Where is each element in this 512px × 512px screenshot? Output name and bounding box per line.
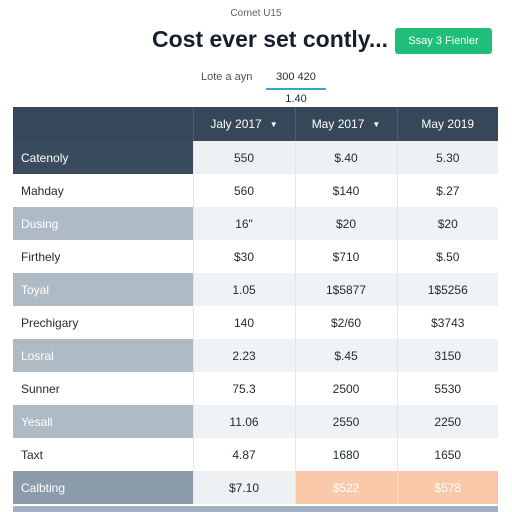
caret-down-icon[interactable]: ▼ — [269, 120, 278, 130]
table-row[interactable]: Sunner 75.3 2500 5530 — [13, 372, 498, 405]
table-cell: $.50 — [397, 240, 498, 273]
row-label: Losral — [13, 339, 194, 372]
table-cell: 3150 — [397, 339, 498, 372]
filter-label: Lote a ayn — [201, 71, 253, 83]
row-label: Calbting — [13, 471, 194, 504]
page-title: Cost ever set contly... — [152, 26, 389, 52]
table-cell: 4.87 — [193, 438, 296, 471]
table-row[interactable]: Losral 2.23 $.45 3150 — [13, 339, 498, 372]
table-row[interactable]: Catenoly 550 $.40 5.30 — [13, 141, 498, 174]
row-label: Taxt — [13, 438, 194, 471]
table-row[interactable]: Toyal 1.05 1$5877 1$5256 — [13, 273, 498, 306]
row-label: Catenoly — [13, 141, 194, 174]
column-header-1[interactable]: Jaly 2017 ▼ — [193, 107, 296, 141]
cost-table: Jaly 2017 ▼ May 2017 ▼ May 2019 Catenoly — [13, 107, 498, 504]
row-label: Mahday — [13, 174, 194, 207]
table-cell: 1.05 — [193, 273, 296, 306]
column-header-3[interactable]: May 2019 — [397, 107, 498, 141]
table-row[interactable]: Dusing 16" $20 $20 — [13, 207, 498, 240]
column-header-2[interactable]: May 2017 ▼ — [295, 107, 398, 141]
table-cell: 1650 — [397, 438, 498, 471]
table-cell: 5530 — [397, 372, 498, 405]
primary-action-button[interactable]: Ssay 3 Fienler — [395, 28, 492, 54]
table-cell: $3743 — [397, 306, 498, 339]
row-label: Sunner — [13, 372, 194, 405]
row-label: Dusing — [13, 207, 194, 240]
table-cell: $.27 — [397, 174, 498, 207]
row-label: Yesall — [13, 405, 194, 438]
table-cell: $2/60 — [295, 306, 398, 339]
page-kicker: Cornet U15 — [230, 8, 282, 19]
table-corner — [13, 107, 194, 141]
table-row[interactable]: Firthely $30 $710 $.50 — [13, 240, 498, 273]
table-cell: 560 — [193, 174, 296, 207]
table-cell: 1$5877 — [295, 273, 398, 306]
table-cell: $140 — [295, 174, 398, 207]
table-row[interactable]: Taxt 4.87 1680 1650 — [13, 438, 498, 471]
highlighted-cell: $522 — [295, 471, 398, 504]
row-label: Prechigary — [13, 306, 194, 339]
table-cell: 16" — [193, 207, 296, 240]
caret-down-icon[interactable]: ▼ — [372, 120, 381, 130]
table-row[interactable]: Mahday 560 $140 $.27 — [13, 174, 498, 207]
table-cell: $30 — [193, 240, 296, 273]
table-scroll-edge — [13, 506, 498, 512]
table-row[interactable]: Yesall 11.06 2550 2250 — [13, 405, 498, 438]
row-label: Toyal — [13, 273, 194, 306]
table-cell: 5.30 — [397, 141, 498, 174]
filter-input[interactable]: 300 420 1.40 — [266, 66, 326, 105]
highlighted-cell: $578 — [397, 471, 498, 504]
table-cell: 75.3 — [193, 372, 296, 405]
table-cell: $20 — [397, 207, 498, 240]
row-label: Firthely — [13, 240, 194, 273]
table-cell: 2550 — [295, 405, 398, 438]
table-cell: 11.06 — [193, 405, 296, 438]
table-row[interactable]: Prechigary 140 $2/60 $3743 — [13, 306, 498, 339]
column-header-label: Jaly 2017 — [210, 117, 262, 131]
table-cell: 2500 — [295, 372, 398, 405]
table-cell: $20 — [295, 207, 398, 240]
table-cell: 2250 — [397, 405, 498, 438]
table-cell: $710 — [295, 240, 398, 273]
table-total-row[interactable]: Calbting $7.10 $522 $578 — [13, 471, 498, 504]
table-cell: $.45 — [295, 339, 398, 372]
column-header-label: May 2019 — [421, 117, 475, 131]
column-header-label: May 2017 — [311, 117, 365, 131]
table-cell: 1$5256 — [397, 273, 498, 306]
table-header-row: Jaly 2017 ▼ May 2017 ▼ May 2019 — [13, 107, 498, 141]
table-cell: 140 — [193, 306, 296, 339]
table-cell: $.40 — [295, 141, 398, 174]
table-cell: 550 — [193, 141, 296, 174]
table-cell: 2.23 — [193, 339, 296, 372]
table-cell: $7.10 — [193, 471, 296, 504]
table-cell: 1680 — [295, 438, 398, 471]
